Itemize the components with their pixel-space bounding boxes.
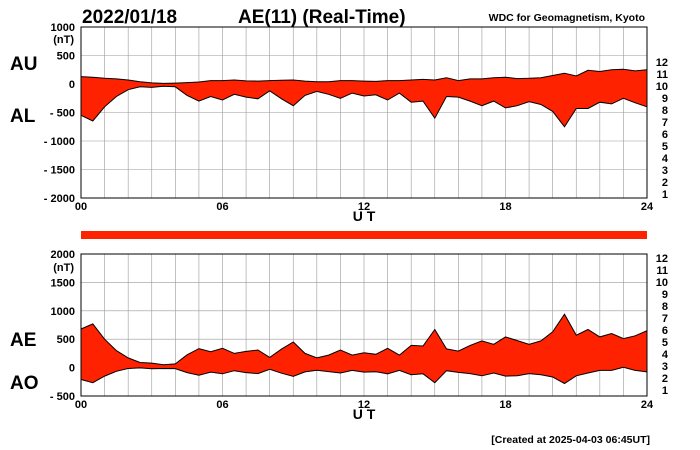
ae-ao-station-label: 7 <box>662 313 668 325</box>
ae-ao-envelope <box>81 314 647 384</box>
ae-ao-x-tick-label: 06 <box>216 399 228 411</box>
ae-ao-series-lines <box>80 313 648 385</box>
ae-ao-x-tick-label: 12 <box>358 399 370 411</box>
au-al-series-lines <box>80 68 648 128</box>
ae-ao-x-axis-label: U T <box>353 406 376 422</box>
date-label: 2022/01/18 <box>82 7 177 28</box>
au-al-x-axis-label: U T <box>353 208 376 224</box>
ae-ao-y-tick-label: 500 <box>57 334 75 346</box>
au-al-x-tick-label: 24 <box>641 201 654 213</box>
au-al-plot-frame <box>80 26 648 199</box>
ae-ao-station-label: 1 <box>662 385 668 397</box>
ae-ao-y-tick-label: 2000 <box>51 249 75 261</box>
al-series-label: AL <box>10 106 36 127</box>
au-al-station-label: 5 <box>662 141 668 153</box>
ae-ao-station-label: 8 <box>662 301 668 313</box>
ae-series-label: AE <box>10 330 36 351</box>
au-al-y-tick-label: 1000 <box>51 22 75 34</box>
ae-ao-y-tick-label: 1000 <box>51 306 75 318</box>
au-al-station-label: 2 <box>662 177 668 189</box>
au-al-y-tick-label: 500 <box>57 51 75 63</box>
au-al-y-tick-label: 0 <box>69 79 75 91</box>
ae-ao-y-tick-label: 1500 <box>51 277 75 289</box>
au-al-x-tick-label: 06 <box>216 201 228 213</box>
al-line <box>80 85 648 128</box>
au-al-station-label: 7 <box>662 117 668 129</box>
au-al-envelope <box>81 69 647 127</box>
chart-title: AE(11) (Real-Time) <box>238 7 406 28</box>
au-al-x-tick-labels: 00 06 12 18 24 <box>75 201 654 213</box>
ae-line <box>80 313 648 366</box>
ae-ao-y-tick-label: - 500 <box>50 391 75 403</box>
ae-ao-station-label: 2 <box>662 373 668 385</box>
au-al-station-label: 1 <box>662 189 668 201</box>
created-timestamp: [Created at 2025-04-03 06:45UT] <box>491 434 650 446</box>
ae-ao-station-label: 10 <box>656 277 668 289</box>
ae-ao-station-label: 4 <box>662 349 669 361</box>
au-al-station-label: 4 <box>662 153 669 165</box>
ae-ao-station-label: 12 <box>656 253 668 265</box>
au-al-x-tick-label: 00 <box>75 201 87 213</box>
au-al-y-tick-label: - 500 <box>50 108 75 120</box>
ae-ao-station-label: 9 <box>662 289 668 301</box>
ae-ao-area-fill <box>81 314 647 384</box>
ae-ao-x-tick-label: 00 <box>75 399 87 411</box>
source-label: WDC for Geomagnetism, Kyoto <box>489 12 645 24</box>
au-al-x-tick-label: 12 <box>358 201 370 213</box>
ae-ao-x-tick-label: 24 <box>641 399 654 411</box>
au-al-station-label: 12 <box>656 57 668 69</box>
ae-ao-station-label: 6 <box>662 325 668 337</box>
ae-ao-x-tick-labels: 00 06 12 18 24 <box>75 399 654 411</box>
ae-ao-station-label: 5 <box>662 337 668 349</box>
au-series-label: AU <box>10 54 37 75</box>
ao-line <box>80 366 648 385</box>
ae-ao-station-label: 11 <box>656 265 668 277</box>
au-line <box>80 68 648 84</box>
ae-ao-y-tick-labels: 2000 1500 1000 500 0 - 500 <box>50 249 75 403</box>
au-al-unit-label: (nT) <box>53 34 74 46</box>
au-al-y-tick-label: - 2000 <box>44 193 75 205</box>
ae-ao-plot-frame <box>80 253 648 397</box>
au-al-y-tick-label: - 1500 <box>44 165 75 177</box>
au-al-station-label: 8 <box>662 105 668 117</box>
au-al-y-tick-labels: 1000 500 0 - 500 - 1000 - 1500 - 2000 <box>44 22 75 205</box>
ae-ao-unit-label: (nT) <box>53 262 74 274</box>
au-al-area-fill <box>81 69 647 127</box>
au-al-station-label: 10 <box>656 81 668 93</box>
au-al-y-tick-label: - 1000 <box>44 136 75 148</box>
ae-ao-y-tick-label: 0 <box>69 363 75 375</box>
ae-ao-station-label: 3 <box>662 361 668 373</box>
au-al-station-label: 9 <box>662 93 668 105</box>
data-availability-bar <box>81 231 647 239</box>
ao-series-label: AO <box>10 373 39 394</box>
ae-ao-x-tick-label: 18 <box>499 399 511 411</box>
au-al-station-label: 3 <box>662 165 668 177</box>
au-al-station-label: 11 <box>656 69 668 81</box>
au-al-station-label: 6 <box>662 129 668 141</box>
au-al-x-tick-label: 18 <box>499 201 511 213</box>
